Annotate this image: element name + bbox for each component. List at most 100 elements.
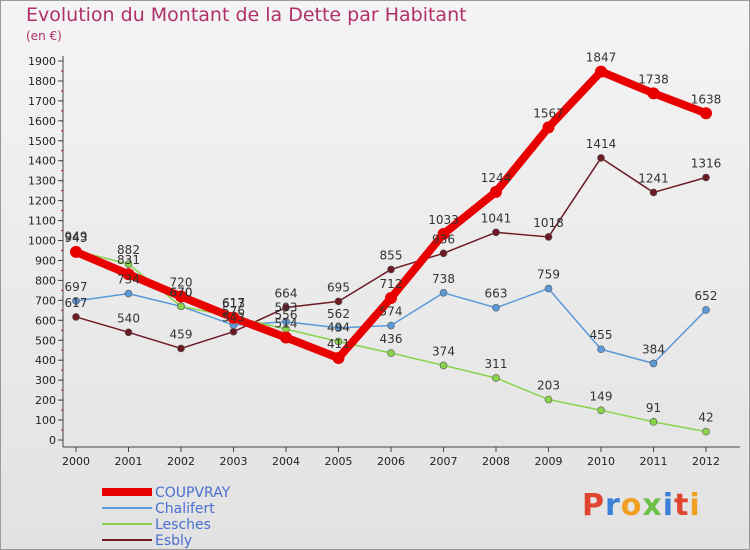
data-point bbox=[177, 344, 185, 353]
y-tick-label: 400 bbox=[35, 354, 56, 367]
x-tick-label: 2003 bbox=[220, 455, 248, 468]
y-tick-label: 1900 bbox=[28, 55, 56, 68]
data-label: 613 bbox=[222, 297, 245, 311]
data-point bbox=[700, 107, 712, 120]
data-point bbox=[544, 233, 553, 241]
x-tick-label: 2011 bbox=[640, 455, 668, 468]
data-label: 831 bbox=[117, 253, 140, 267]
y-tick-label: 100 bbox=[35, 414, 56, 427]
x-tick-label: 2010 bbox=[587, 455, 615, 468]
data-label: 882 bbox=[117, 243, 140, 257]
x-tick-label: 2012 bbox=[692, 455, 720, 468]
y-tick-label: 1300 bbox=[28, 175, 56, 188]
data-label: 574 bbox=[380, 305, 403, 319]
data-point bbox=[492, 303, 500, 312]
data-point bbox=[387, 349, 395, 357]
data-point bbox=[439, 361, 448, 370]
y-tick-label: 500 bbox=[35, 334, 56, 347]
data-label: 311 bbox=[485, 357, 508, 371]
data-label: 1244 bbox=[481, 171, 512, 185]
data-label: 455 bbox=[590, 328, 613, 342]
data-point bbox=[439, 288, 448, 297]
x-tick-label: 2002 bbox=[167, 455, 195, 468]
logo-letter: r bbox=[605, 488, 621, 523]
logo-letter: t bbox=[674, 488, 690, 523]
data-point bbox=[334, 297, 343, 306]
data-point bbox=[332, 352, 345, 365]
data-label: 652 bbox=[695, 289, 718, 303]
data-label: 1738 bbox=[638, 72, 669, 86]
data-label: 91 bbox=[646, 401, 661, 415]
data-label: 1033 bbox=[428, 213, 459, 227]
x-tick-label: 2006 bbox=[377, 455, 405, 468]
data-label: 1018 bbox=[533, 216, 564, 230]
data-label: 720 bbox=[170, 275, 193, 289]
data-label: 436 bbox=[380, 332, 403, 346]
y-tick-label: 300 bbox=[35, 374, 56, 387]
x-tick-label: 2001 bbox=[115, 455, 143, 468]
data-point bbox=[595, 65, 607, 78]
x-tick-label: 2008 bbox=[482, 455, 510, 468]
data-point bbox=[597, 406, 605, 415]
data-label: 514 bbox=[275, 316, 298, 330]
data-label: 203 bbox=[537, 379, 560, 393]
y-tick-label: 1800 bbox=[28, 75, 56, 88]
data-point bbox=[597, 345, 605, 354]
data-label: 411 bbox=[327, 337, 350, 351]
data-point bbox=[437, 227, 450, 240]
y-tick-label: 1400 bbox=[28, 155, 56, 168]
data-label: 1316 bbox=[691, 156, 722, 170]
data-point bbox=[542, 121, 555, 134]
data-point bbox=[282, 317, 290, 326]
x-tick-label: 2005 bbox=[325, 455, 353, 468]
data-point bbox=[385, 291, 397, 304]
data-point bbox=[647, 87, 660, 100]
data-label: 617 bbox=[222, 296, 245, 310]
data-label: 1241 bbox=[638, 171, 669, 185]
data-label: 374 bbox=[432, 344, 455, 358]
data-label: 540 bbox=[117, 311, 140, 325]
data-point bbox=[175, 290, 187, 303]
data-point bbox=[387, 265, 395, 274]
logo-letter: P bbox=[582, 488, 605, 523]
y-tick-label: 800 bbox=[35, 274, 56, 287]
proxiti-logo: Proxiti bbox=[582, 488, 701, 523]
data-label: 543 bbox=[222, 311, 245, 325]
data-point bbox=[124, 289, 133, 298]
data-label: 42 bbox=[698, 411, 713, 425]
legend-label: COUPVRAY bbox=[155, 485, 231, 501]
y-tick-label: 1600 bbox=[28, 115, 56, 128]
data-point bbox=[177, 302, 185, 311]
data-point bbox=[702, 306, 710, 314]
data-label: 494 bbox=[327, 320, 350, 334]
data-label: 1414 bbox=[586, 137, 617, 151]
data-label: 697 bbox=[65, 280, 88, 294]
y-tick-label: 1100 bbox=[28, 215, 56, 228]
data-point bbox=[334, 337, 343, 346]
legend-label: Lesches bbox=[155, 517, 211, 533]
data-point bbox=[387, 321, 395, 330]
data-label: 949 bbox=[65, 230, 88, 244]
x-tick-label: 2000 bbox=[62, 455, 90, 468]
data-point bbox=[72, 297, 80, 305]
data-label: 384 bbox=[642, 342, 665, 356]
data-label: 943 bbox=[65, 231, 88, 245]
y-tick-label: 1700 bbox=[28, 95, 56, 108]
data-point bbox=[492, 374, 500, 382]
x-tick-label: 2004 bbox=[272, 455, 300, 468]
data-point bbox=[649, 359, 658, 368]
data-point bbox=[282, 303, 290, 312]
data-point bbox=[702, 173, 710, 182]
data-label: 855 bbox=[380, 248, 403, 262]
data-point bbox=[124, 260, 133, 268]
y-tick-label: 1000 bbox=[28, 235, 56, 248]
y-tick-label: 1200 bbox=[28, 195, 56, 208]
data-point bbox=[229, 327, 238, 336]
data-point bbox=[544, 395, 553, 404]
data-label: 734 bbox=[117, 273, 140, 287]
data-label: 556 bbox=[275, 308, 298, 322]
data-point bbox=[280, 331, 292, 344]
data-label: 459 bbox=[170, 327, 193, 341]
data-point bbox=[702, 427, 710, 436]
